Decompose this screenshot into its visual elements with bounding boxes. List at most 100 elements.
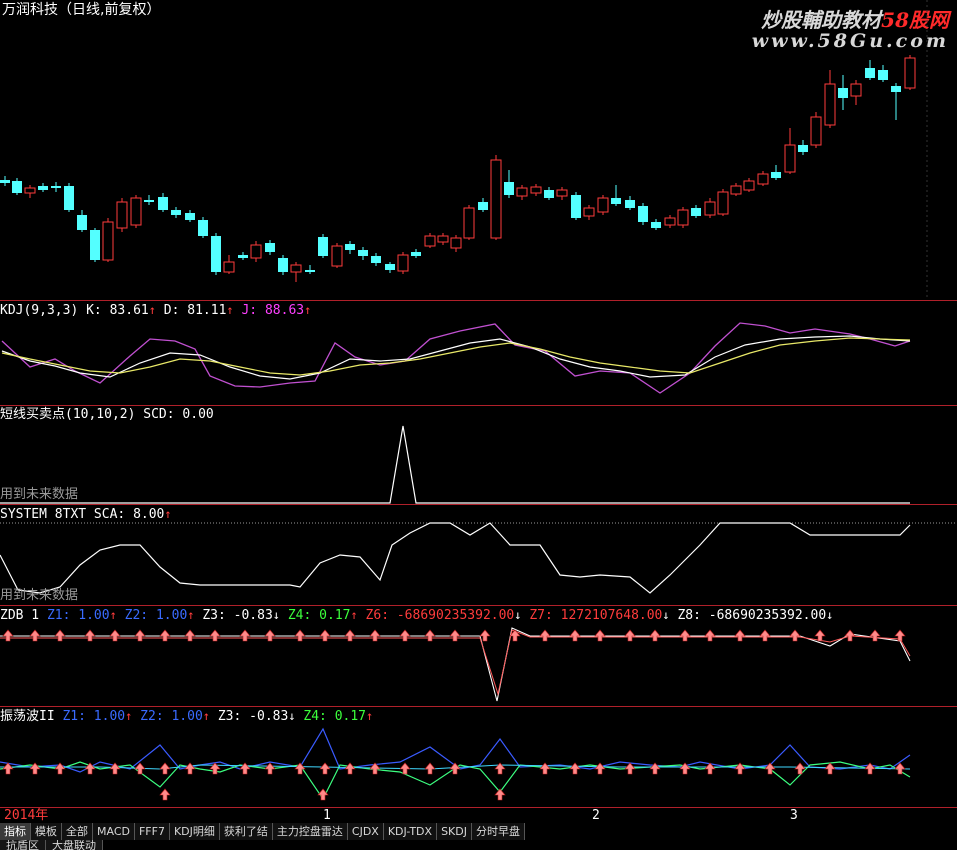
watermark-brand: 炒股輔助教材58股网 [761,8,949,32]
separator [0,605,957,606]
up-arrow-icon [209,762,221,775]
up-arrow-icon: ↑ [202,709,211,723]
up-arrow-icon [399,762,411,775]
candle-down [838,88,848,98]
candle-down [185,213,195,220]
scd-label: SCD: [143,407,175,422]
main-chart-pane[interactable]: 万润科技（日线,前复权） 炒股輔助教材58股网 www.58Gu.com [0,0,957,300]
up-arrow-icon [369,762,381,775]
candle-up [704,201,716,216]
candle-up [437,235,449,243]
osc-z4-label: Z4: [303,709,327,724]
kdj-k-label: K: [86,303,102,318]
candle-up [730,185,742,195]
kdj-header: KDJ(9,3,3) K: 83.61↑ D: 81.11↑ J: 88.63↑ [0,302,311,319]
tab-7[interactable]: 主力控盘雷达 [272,823,348,840]
scd-pane[interactable]: 短线买卖点(10,10,2) SCD: 0.00 用到未来数据 [0,406,957,504]
candle-up [850,83,862,97]
up-arrow-icon [869,629,881,642]
secondary-tab-1[interactable]: 大盘联动 [46,840,103,850]
tab-5[interactable]: KDJ明细 [169,823,220,840]
tab-10[interactable]: SKDJ [437,823,472,840]
separator [0,706,957,707]
zdb-lines [0,627,911,702]
candle-down [638,206,648,222]
zdb-z4-value: 0.17 [319,608,351,623]
candle-down [771,172,781,178]
osc-z2-value: 1.00 [171,709,203,724]
candle-up [424,235,436,247]
tab-3[interactable]: MACD [93,823,135,840]
down-arrow-icon: ↓ [514,608,522,622]
scd-future-note: 用到未来数据 [0,487,79,502]
up-arrow-icon: ↑ [187,608,195,622]
system-pane[interactable]: SYSTEM 8TXT SCA: 8.00↑ 用到未来数据 [0,505,957,605]
up-arrow-icon [814,629,826,642]
up-arrow-icon [344,629,356,642]
candle-down [504,182,514,195]
up-arrow-icon [84,762,96,775]
down-arrow-icon: ↓ [288,709,296,723]
tab-9[interactable]: KDJ-TDX [383,823,438,840]
up-arrow-icon [704,629,716,642]
up-arrow-icon: ↑ [304,303,312,317]
oscillation-pane[interactable]: 振荡波II Z1: 1.00↑ Z2: 1.00↑ Z3: -0.83↓ Z4:… [0,707,957,807]
tab-8[interactable]: CJDX [347,823,384,840]
candle-down [544,190,554,198]
candle-down [611,198,621,204]
up-arrow-icon: ↑ [109,608,117,622]
kdj-d-label: D: [163,303,180,318]
candle-up [677,209,689,226]
up-arrow-icon [479,629,491,642]
up-arrow-icon: ↑ [350,608,358,622]
tab-4[interactable]: FFF7 [134,823,170,840]
system-line [0,522,957,594]
candle-up [717,191,729,215]
up-arrow-icon [184,762,196,775]
kdj-pane[interactable]: KDJ(9,3,3) K: 83.61↑ D: 81.11↑ J: 88.63↑ [0,301,957,405]
down-arrow-icon: ↓ [272,608,281,622]
up-arrow-icon [764,762,776,775]
up-arrow-icon [54,629,66,642]
candle-up [556,189,568,197]
zdb-z1-label: Z1: [46,608,71,623]
up-arrow-icon [159,762,171,775]
secondary-tab-0[interactable]: 抗盾区 [0,840,46,850]
up-arrow-icon [319,629,331,642]
tab-6[interactable]: 获利了结 [219,823,273,840]
up-arrow-icon [789,629,801,642]
tab-1[interactable]: 模板 [31,823,62,840]
up-arrow-icon [319,762,331,775]
up-arrow-icon [679,629,691,642]
down-arrow-icon: ↓ [662,608,670,622]
candle-down [171,210,181,215]
axis-month-3: 3 [790,808,798,823]
up-arrow-icon [794,762,806,775]
system-header: SYSTEM 8TXT SCA: 8.00↑ [0,506,172,523]
tab-2[interactable]: 全部 [62,823,93,840]
candle-down [891,86,901,92]
candle-down [238,255,248,258]
up-arrow-icon [239,629,251,642]
up-arrow-icon [159,788,171,801]
zdb-z7-value: 1272107648.00 [560,608,663,623]
zdb-z2-value: 1.00 [155,608,188,623]
up-arrow-icon [134,629,146,642]
candle-up [583,207,595,217]
osc-z1-label: Z1: [62,709,86,724]
tab-0[interactable]: 指标 [0,823,31,840]
up-arrow-icon [494,788,506,801]
tab-11[interactable]: 分时早盘 [472,823,525,840]
up-arrow-icon [624,762,636,775]
candle-down [77,215,87,230]
up-arrow-icon [679,762,691,775]
up-arrow-icon [29,762,41,775]
candle-down [865,68,875,78]
candle-up [530,186,542,194]
osc-z4-value: 0.17 [334,709,366,724]
candle-down [478,202,488,210]
zdb-pane[interactable]: ZDB 1 Z1: 1.00↑ Z2: 1.00↑ Z3: -0.83↓ Z4:… [0,606,957,706]
watermark-url: www.58Gu.com [751,30,949,52]
up-arrow-icon [569,629,581,642]
up-arrow-icon [734,762,746,775]
